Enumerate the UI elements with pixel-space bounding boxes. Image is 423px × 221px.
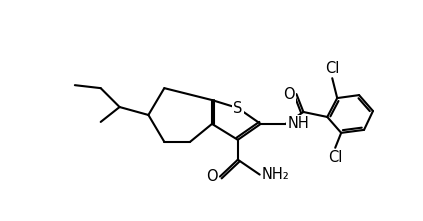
- Text: O: O: [206, 169, 218, 184]
- Text: S: S: [233, 101, 242, 116]
- Text: O: O: [283, 87, 294, 102]
- Text: NH: NH: [288, 116, 309, 131]
- Text: Cl: Cl: [328, 150, 342, 165]
- Text: Cl: Cl: [325, 61, 339, 76]
- Text: NH₂: NH₂: [262, 167, 289, 182]
